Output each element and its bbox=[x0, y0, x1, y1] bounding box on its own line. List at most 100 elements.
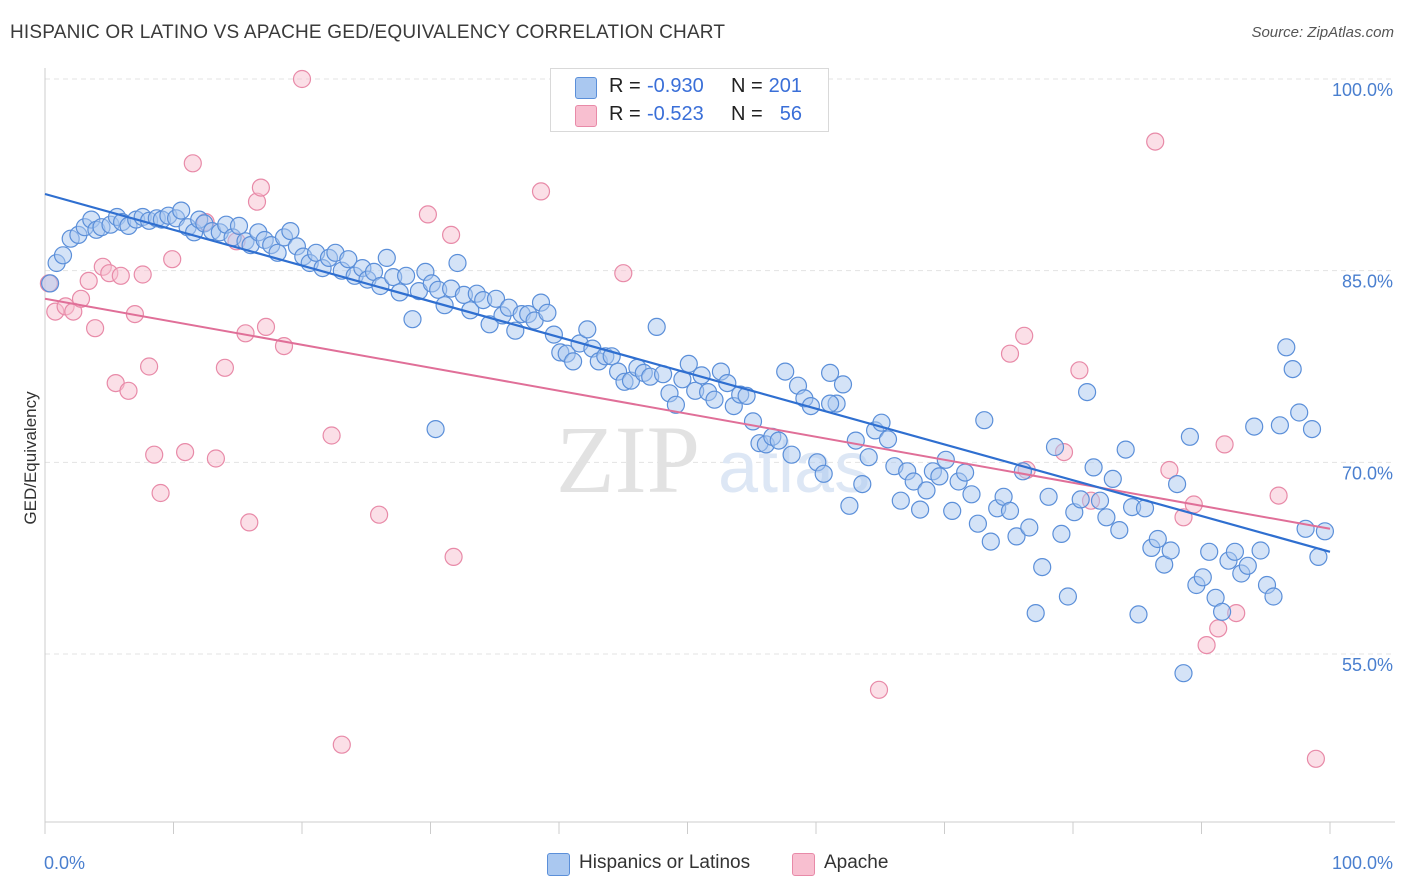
y-tick-label: 70.0% bbox=[1342, 463, 1393, 483]
hispanic-point bbox=[846, 431, 865, 450]
hispanic-point bbox=[1007, 527, 1026, 546]
y-tick-label: 100.0% bbox=[1332, 80, 1393, 100]
hispanic-point bbox=[1090, 491, 1110, 510]
hispanic-point bbox=[1045, 437, 1065, 457]
hispanic-point bbox=[397, 266, 416, 285]
apache-point bbox=[869, 680, 889, 699]
apache-point bbox=[71, 289, 91, 308]
y-tick-label: 55.0% bbox=[1342, 655, 1393, 675]
hispanic-trend-line bbox=[44, 192, 1331, 553]
n-value: 201 bbox=[768, 75, 802, 97]
hispanic-point bbox=[1212, 602, 1232, 621]
n-label: N = bbox=[731, 75, 763, 97]
hispanic-point bbox=[1290, 403, 1309, 422]
hispanic-point bbox=[1225, 542, 1245, 561]
hispanic-point bbox=[820, 363, 840, 382]
hispanic-point bbox=[904, 472, 923, 491]
hispanic-point bbox=[891, 491, 910, 510]
series-legend: Hispanics or Latinos Apache bbox=[0, 852, 1406, 878]
apache-point bbox=[133, 265, 152, 284]
hispanic-point bbox=[962, 485, 981, 504]
hispanic-point bbox=[666, 395, 686, 414]
r-value: -0.523 bbox=[647, 103, 704, 125]
hispanic-point bbox=[1097, 508, 1116, 527]
apache-point bbox=[322, 426, 341, 445]
hispanic-point bbox=[1245, 417, 1264, 436]
hispanic-point bbox=[339, 250, 358, 269]
apache-points bbox=[39, 69, 1326, 768]
legend-swatch-apache bbox=[792, 853, 815, 876]
apache-point bbox=[206, 449, 225, 468]
hispanic-point bbox=[975, 411, 994, 430]
legend-swatch-apache bbox=[575, 105, 597, 127]
hispanic-point bbox=[1052, 524, 1071, 544]
hispanic-point bbox=[814, 464, 833, 483]
hispanic-point bbox=[1277, 338, 1296, 357]
hispanic-point bbox=[801, 397, 821, 416]
hispanic-point bbox=[1200, 542, 1219, 561]
legend-label-hispanic: Hispanics or Latinos bbox=[579, 852, 751, 873]
n-value: 56 bbox=[779, 103, 802, 125]
apache-point bbox=[240, 513, 259, 532]
x-tick-label: 0.0% bbox=[44, 853, 85, 873]
hispanic-point bbox=[955, 463, 975, 482]
tick-labels: 55.0% 70.0% 85.0% 100.0% 0.0% 100.0% bbox=[44, 80, 1393, 873]
hispanic-point bbox=[1302, 420, 1322, 439]
hispanic-point bbox=[833, 375, 853, 394]
hispanic-point bbox=[878, 430, 898, 449]
hispanic-point bbox=[1110, 520, 1129, 540]
apache-point bbox=[163, 250, 182, 269]
apache-point bbox=[1146, 132, 1165, 151]
hispanic-point bbox=[943, 501, 962, 520]
hispanic-point bbox=[281, 222, 300, 241]
hispanic-point bbox=[1167, 475, 1187, 494]
apache-point bbox=[151, 483, 170, 503]
hispanic-point bbox=[1039, 487, 1058, 506]
hispanic-point bbox=[782, 445, 801, 464]
apache-point bbox=[256, 317, 276, 336]
apache-point bbox=[1209, 619, 1228, 638]
apache-point bbox=[145, 445, 164, 464]
hispanic-point bbox=[1026, 603, 1045, 623]
apache-point bbox=[215, 358, 234, 377]
hispanic-point bbox=[1180, 427, 1200, 446]
hispanic-point bbox=[1000, 501, 1020, 520]
hispanic-point bbox=[820, 394, 840, 413]
apache-point bbox=[119, 381, 138, 400]
stats-row-hispanic: R = -0.930 N = 201 bbox=[551, 73, 828, 101]
axes-layer bbox=[44, 68, 1395, 834]
hispanic-point bbox=[403, 310, 422, 329]
r-label: R = bbox=[609, 75, 641, 97]
hispanic-point bbox=[968, 514, 988, 533]
hispanic-point bbox=[426, 420, 445, 439]
apache-point bbox=[418, 205, 437, 224]
hispanic-point bbox=[1238, 556, 1257, 575]
hispanic-point bbox=[229, 216, 249, 235]
hispanic-point bbox=[1270, 416, 1290, 435]
hispanic-point bbox=[840, 496, 859, 515]
apache-point bbox=[111, 266, 130, 285]
apache-point bbox=[1070, 361, 1089, 380]
hispanic-point bbox=[40, 274, 60, 293]
hispanic-point bbox=[1283, 360, 1302, 379]
hispanic-point bbox=[1129, 605, 1148, 624]
hispanic-point bbox=[448, 253, 467, 273]
hispanic-point bbox=[1058, 587, 1078, 606]
apache-trend-line bbox=[44, 297, 1331, 530]
hispanic-point bbox=[1148, 529, 1167, 549]
hispanic-point bbox=[578, 320, 597, 339]
hispanic-point bbox=[1071, 490, 1090, 509]
n-label: N = bbox=[731, 103, 763, 125]
hispanic-point bbox=[1193, 568, 1212, 587]
r-value: -0.930 bbox=[647, 75, 704, 97]
hispanic-point bbox=[1251, 541, 1270, 560]
hispanic-point bbox=[859, 448, 878, 467]
apache-point bbox=[140, 357, 159, 376]
hispanic-point bbox=[377, 248, 396, 267]
hispanic-point bbox=[930, 467, 949, 486]
apache-point bbox=[442, 225, 461, 244]
hispanic-point bbox=[1174, 664, 1193, 683]
hispanic-point bbox=[1116, 440, 1135, 459]
apache-point bbox=[1000, 344, 1020, 363]
